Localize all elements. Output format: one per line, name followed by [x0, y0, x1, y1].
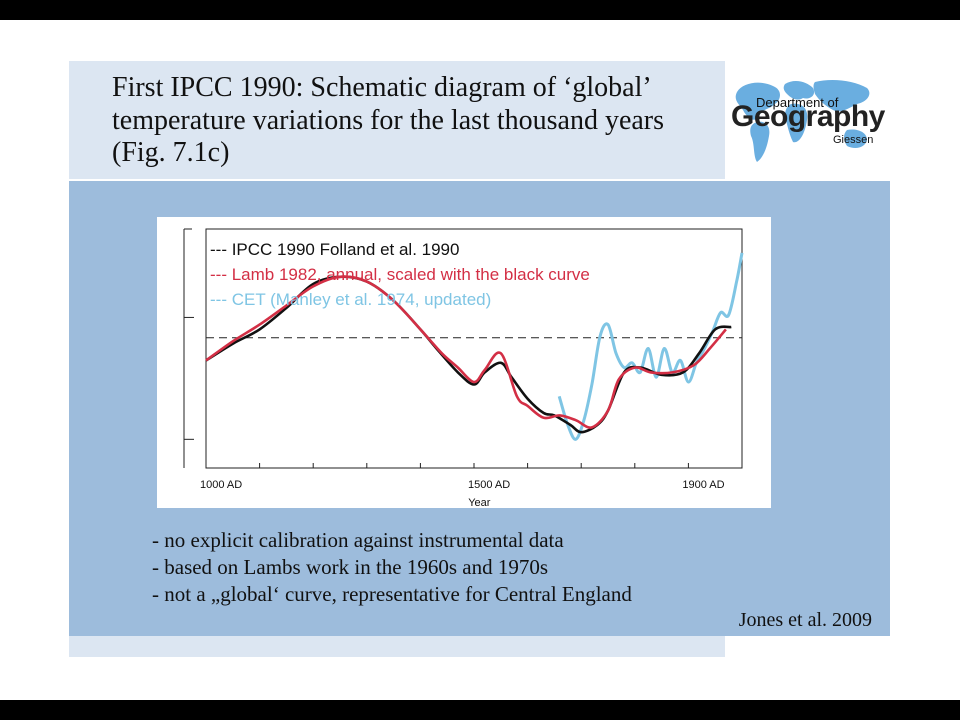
source-citation: Jones et al. 2009 — [738, 609, 872, 631]
legend-entry: --- IPCC 1990 Folland et al. 1990 — [210, 240, 459, 259]
x-tick-label: 1500 AD — [468, 479, 510, 491]
bullet-item: - based on Lambs work in the 1960s and 1… — [152, 555, 549, 579]
x-tick-label: 1000 AD — [200, 479, 242, 491]
department-logo: Department of Geography Giessen — [731, 78, 885, 164]
series-line-lamb-1982 — [205, 275, 727, 429]
chart-legend: --- IPCC 1990 Folland et al. 1990 --- Lam… — [210, 240, 590, 309]
chart-container: --- IPCC 1990 Folland et al. 1990 --- Lam… — [157, 217, 771, 508]
world-map-icon — [735, 80, 870, 162]
legend-entry: --- CET (Manley et al. 1974, updated) — [210, 290, 491, 309]
logo-text-giessen: Giessen — [833, 134, 874, 146]
x-axis-label: Year — [468, 497, 491, 508]
top-letterbox-bar — [0, 0, 960, 20]
bullet-item: - no explicit calibration against instru… — [152, 528, 564, 552]
title-panel — [69, 61, 725, 179]
logo-text-geography: Geography — [731, 100, 885, 133]
x-tick-label: 1900 AD — [682, 479, 724, 491]
chart-ticks: 1000 AD 1500 AD 1900 AD Year — [200, 463, 743, 508]
temperature-chart: --- IPCC 1990 Folland et al. 1990 --- Lam… — [183, 228, 744, 508]
logo-text-department: Department of — [756, 95, 839, 110]
slide-title: First IPCC 1990: Schematic diagram of ‘g… — [112, 72, 665, 168]
bullet-list: - no explicit calibration against instru… — [152, 527, 632, 608]
bullet-item: - not a „global‘ curve, representative f… — [152, 582, 632, 606]
footer-strip — [69, 636, 725, 657]
bottom-letterbox-bar — [0, 700, 960, 720]
legend-entry: --- Lamb 1982, annual, scaled with the b… — [210, 265, 590, 284]
chart-series-lines — [205, 252, 744, 441]
